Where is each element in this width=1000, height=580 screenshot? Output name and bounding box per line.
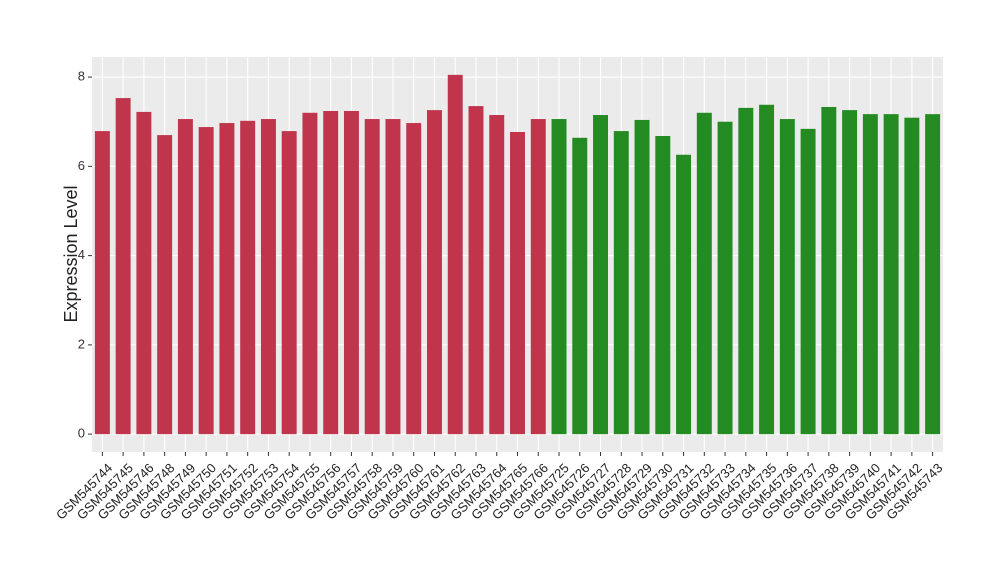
- bar: [572, 137, 588, 435]
- bar: [343, 111, 359, 435]
- bar: [655, 136, 671, 435]
- bar: [198, 127, 214, 435]
- bar: [240, 120, 256, 435]
- bar: [821, 106, 837, 435]
- y-tick-label: 6: [78, 158, 85, 173]
- bar: [862, 114, 878, 435]
- y-tick-label: 4: [78, 247, 85, 262]
- bar: [842, 110, 858, 435]
- bar: [157, 135, 173, 435]
- bar: [94, 131, 110, 435]
- bar: [676, 154, 692, 435]
- bar: [468, 106, 484, 435]
- bar: [779, 119, 795, 435]
- bar: [323, 111, 339, 435]
- bar: [385, 119, 401, 435]
- bar: [759, 104, 775, 435]
- y-tick-label: 0: [78, 426, 85, 441]
- bar: [925, 114, 941, 435]
- bar: [613, 131, 629, 435]
- bar: [427, 110, 442, 435]
- bar: [717, 121, 733, 435]
- bar: [510, 131, 525, 435]
- bar: [593, 115, 608, 435]
- bar: [136, 111, 152, 435]
- bar: [530, 119, 546, 435]
- bar: [489, 115, 505, 435]
- bar: [738, 107, 754, 435]
- bar: [406, 123, 422, 435]
- bar: [219, 123, 235, 435]
- bar: [281, 131, 297, 435]
- y-axis-title: Expression Level: [61, 185, 81, 322]
- bar: [904, 117, 920, 435]
- y-tick-label: 2: [78, 336, 85, 351]
- bar: [115, 98, 131, 435]
- bar: [634, 119, 650, 435]
- bar: [302, 112, 318, 435]
- bar: [883, 114, 899, 435]
- bar: [447, 74, 463, 435]
- bar: [551, 119, 567, 435]
- bar: [696, 112, 712, 435]
- bar: [177, 119, 193, 435]
- bar: [800, 128, 816, 435]
- bar: [260, 119, 276, 435]
- y-tick-label: 8: [78, 69, 85, 84]
- bar: [364, 119, 380, 435]
